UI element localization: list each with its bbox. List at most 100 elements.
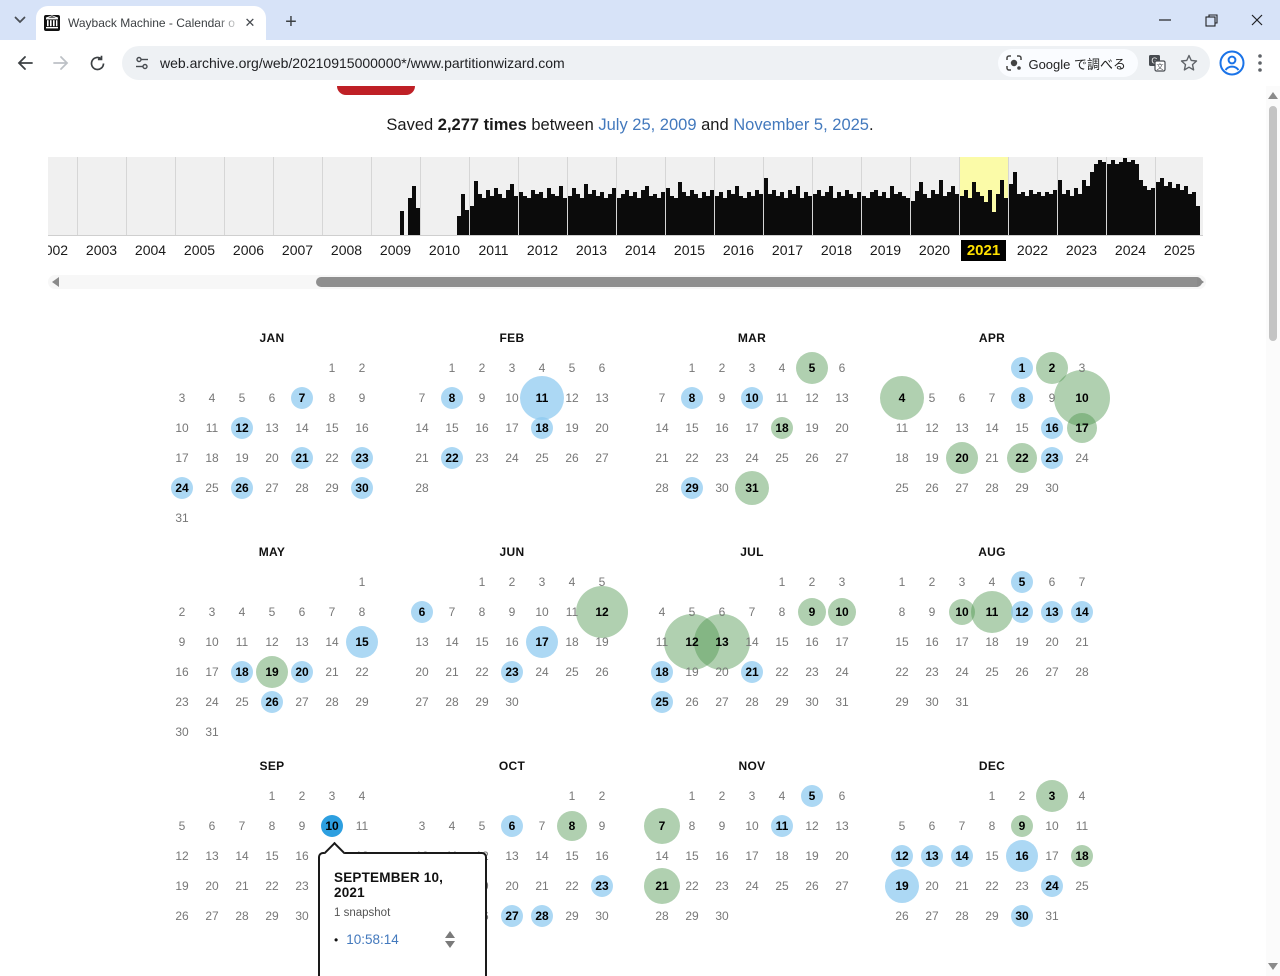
year-label[interactable]: 2008 bbox=[322, 239, 371, 262]
timeline-scrollbar[interactable] bbox=[48, 275, 1206, 289]
year-label[interactable]: 2016 bbox=[714, 239, 763, 262]
spinner-up-icon[interactable] bbox=[445, 931, 455, 938]
snapshot-day[interactable]: 15 bbox=[346, 626, 378, 658]
google-lens-chip[interactable]: Google で調べる bbox=[998, 49, 1138, 77]
snapshot-day[interactable]: 16 bbox=[1037, 413, 1067, 443]
year-label[interactable]: 2025 bbox=[1155, 239, 1203, 262]
snapshot-day[interactable]: 9 bbox=[797, 597, 827, 627]
snapshot-day[interactable]: 29 bbox=[677, 473, 707, 503]
snapshot-day[interactable]: 21 bbox=[287, 443, 317, 473]
profile-button[interactable] bbox=[1216, 47, 1248, 79]
year-label[interactable]: 2022 bbox=[1008, 239, 1057, 262]
site-info-icon[interactable] bbox=[134, 56, 150, 70]
timeline-scroll-thumb[interactable] bbox=[316, 277, 1202, 287]
snapshot-day[interactable]: 28 bbox=[527, 901, 557, 931]
year-band[interactable] bbox=[322, 157, 371, 235]
snapshot-day[interactable]: 10 bbox=[1054, 370, 1110, 426]
spinner-down-icon[interactable] bbox=[445, 941, 455, 948]
snapshot-day[interactable]: 21 bbox=[737, 657, 767, 687]
year-band[interactable] bbox=[518, 157, 567, 235]
snapshot-day[interactable]: 30 bbox=[1007, 901, 1037, 931]
snapshot-day[interactable]: 5 bbox=[797, 781, 827, 811]
browser-tab[interactable]: Wayback Machine - Calendar o ✕ bbox=[36, 6, 266, 40]
year-label[interactable]: 2020 bbox=[910, 239, 959, 262]
snapshot-day[interactable]: 17 bbox=[526, 626, 558, 658]
year-band[interactable] bbox=[77, 157, 126, 235]
year-band[interactable] bbox=[1057, 157, 1106, 235]
snapshot-day[interactable]: 8 bbox=[677, 383, 707, 413]
year-band[interactable] bbox=[959, 157, 1008, 235]
year-band[interactable] bbox=[567, 157, 616, 235]
snapshot-day[interactable]: 14 bbox=[1067, 597, 1097, 627]
year-band[interactable] bbox=[224, 157, 273, 235]
snapshot-day[interactable]: 19 bbox=[885, 869, 919, 903]
snapshot-day[interactable]: 5 bbox=[1007, 567, 1037, 597]
year-label[interactable]: 2017 bbox=[763, 239, 812, 262]
reload-button[interactable] bbox=[80, 46, 114, 80]
snapshot-day[interactable]: 12 bbox=[887, 841, 917, 871]
year-band[interactable] bbox=[126, 157, 175, 235]
back-button[interactable] bbox=[8, 46, 42, 80]
scroll-up-icon[interactable] bbox=[1268, 92, 1278, 99]
snapshot-day[interactable]: 9 bbox=[1007, 811, 1037, 841]
year-label[interactable]: 2010 bbox=[420, 239, 469, 262]
year-band[interactable] bbox=[273, 157, 322, 235]
year-label[interactable]: 2007 bbox=[273, 239, 322, 262]
snapshot-day[interactable]: 6 bbox=[407, 597, 437, 627]
snapshot-day[interactable]: 24 bbox=[167, 473, 197, 503]
year-label[interactable]: 2012 bbox=[518, 239, 567, 262]
last-capture-link[interactable]: November 5, 2025 bbox=[733, 116, 869, 134]
snapshot-day[interactable]: 12 bbox=[664, 614, 720, 670]
snapshot-day[interactable]: 17 bbox=[1067, 413, 1097, 443]
year-label[interactable]: 2014 bbox=[616, 239, 665, 262]
snapshot-day[interactable]: 10 bbox=[737, 383, 767, 413]
year-label[interactable]: 2003 bbox=[77, 239, 126, 262]
year-label[interactable]: 2015 bbox=[665, 239, 714, 262]
snapshot-day[interactable]: 21 bbox=[644, 868, 680, 904]
snapshot-day[interactable]: 20 bbox=[946, 442, 978, 474]
url-text[interactable]: web.archive.org/web/20210915000000*/www.… bbox=[160, 55, 565, 71]
omnibox[interactable]: web.archive.org/web/20210915000000*/www.… bbox=[122, 46, 1210, 80]
year-label[interactable]: 2009 bbox=[371, 239, 420, 262]
year-band[interactable] bbox=[469, 157, 518, 235]
snapshot-day[interactable]: 11 bbox=[767, 811, 797, 841]
snapshot-day[interactable]: 12 bbox=[227, 413, 257, 443]
snapshot-day[interactable]: 30 bbox=[347, 473, 377, 503]
snapshot-time-link[interactable]: 10:58:14 bbox=[346, 932, 399, 947]
snapshot-day[interactable]: 10 bbox=[827, 597, 857, 627]
snapshot-day[interactable]: 19 bbox=[256, 656, 288, 688]
close-window-button[interactable] bbox=[1234, 0, 1280, 40]
year-band[interactable] bbox=[1155, 157, 1203, 235]
menu-button[interactable] bbox=[1248, 47, 1272, 79]
year-label[interactable]: 2019 bbox=[861, 239, 910, 262]
snapshot-day[interactable]: 25 bbox=[647, 687, 677, 717]
snapshot-day[interactable]: 24 bbox=[1037, 871, 1067, 901]
year-label[interactable]: 2004 bbox=[126, 239, 175, 262]
snapshot-day[interactable]: 13 bbox=[917, 841, 947, 871]
snapshot-day[interactable]: 8 bbox=[437, 383, 467, 413]
snapshot-day[interactable]: 5 bbox=[796, 352, 828, 384]
minimize-button[interactable] bbox=[1142, 0, 1188, 40]
snapshot-day[interactable]: 18 bbox=[1067, 841, 1097, 871]
year-label[interactable]: 2013 bbox=[567, 239, 616, 262]
snapshot-day[interactable]: 12 bbox=[1007, 597, 1037, 627]
snapshot-day[interactable]: 23 bbox=[1037, 443, 1067, 473]
snapshot-day[interactable]: 14 bbox=[947, 841, 977, 871]
year-band[interactable] bbox=[861, 157, 910, 235]
snapshot-day[interactable]: 13 bbox=[1037, 597, 1067, 627]
year-band[interactable] bbox=[665, 157, 714, 235]
year-band[interactable] bbox=[763, 157, 812, 235]
snapshot-day[interactable]: 11 bbox=[520, 376, 564, 420]
snapshot-day[interactable]: 18 bbox=[767, 413, 797, 443]
year-label[interactable]: 2005 bbox=[175, 239, 224, 262]
snapshot-day[interactable]: 18 bbox=[227, 657, 257, 687]
snapshot-day[interactable]: 3 bbox=[1036, 780, 1068, 812]
snapshot-day[interactable]: 20 bbox=[287, 657, 317, 687]
snapshot-day[interactable]: 23 bbox=[497, 657, 527, 687]
year-band[interactable] bbox=[371, 157, 420, 235]
restore-button[interactable] bbox=[1188, 0, 1234, 40]
snapshot-day[interactable]: 26 bbox=[257, 687, 287, 717]
timeline-scroll-left-icon[interactable] bbox=[52, 277, 59, 287]
snapshot-day[interactable]: 8 bbox=[557, 811, 587, 841]
year-band[interactable] bbox=[1008, 157, 1057, 235]
